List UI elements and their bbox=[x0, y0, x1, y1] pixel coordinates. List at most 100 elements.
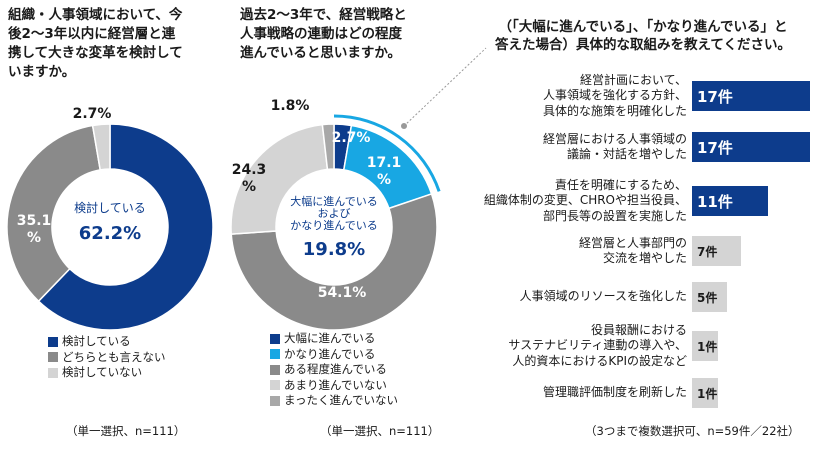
question-2: 過去2〜3年で、経営戦略と 人事戦略の連動はどの程度 進んでいると思いますか。 bbox=[240, 6, 450, 63]
bar-category-label: 人事領域のリソースを強化した bbox=[520, 289, 687, 305]
bar-category-line: サステナビリティ連動の導入や、 bbox=[508, 338, 687, 353]
bar-category-label: 責任を明確にするため、 組織体制の変更、CHROや担当役員、 部門長等の設置を実施し… bbox=[484, 178, 687, 225]
slice-あまり進んでいない bbox=[230, 123, 329, 235]
legend-item: ある程度進んでいる bbox=[270, 362, 398, 378]
bar-category-line: 経営層と人事部門の bbox=[578, 235, 687, 250]
bar bbox=[692, 132, 810, 162]
bar-category-line: 部門長等の設置を実施した bbox=[542, 208, 687, 223]
legend-label: 大幅に進んでいる bbox=[284, 331, 376, 345]
slice-label: 17.1% bbox=[367, 155, 402, 188]
bar-category-line: 具体的な施策を明確化した bbox=[542, 103, 687, 118]
highlight-arc bbox=[333, 114, 441, 192]
question-3-line: 答えた場合）具体的な取組みを教えてください。 bbox=[495, 37, 791, 53]
legend-label: 検討していない bbox=[62, 365, 143, 379]
question-1-line: 携して大きな変革を検討して bbox=[8, 45, 183, 61]
legend-swatch bbox=[270, 349, 280, 360]
legend-chart-1: 検討している どちらとも言えない 検討していない bbox=[48, 334, 166, 381]
legend-swatch bbox=[270, 364, 280, 375]
legend-label: かなり進んでいる bbox=[284, 346, 376, 361]
legend-label: どちらとも言えない bbox=[62, 349, 166, 364]
legend-swatch bbox=[48, 367, 58, 378]
slice-ある程度進んでいる bbox=[230, 192, 438, 331]
bar-category-label: 役員報酬における サステナビリティ連動の導入や、 人的資本におけるKPIの設定など bbox=[508, 323, 687, 370]
legend-label: あまり進んでいない bbox=[284, 377, 387, 392]
slice-label: 2.7% bbox=[332, 130, 371, 146]
donut-chart-2: 2.7% 17.1 % 54.1% 24.3 % 1.8% 大幅に進んでいるおよびかなり進んで… bbox=[230, 98, 438, 331]
bar-value-label: 1件 bbox=[697, 340, 718, 354]
legend-swatch bbox=[270, 395, 280, 406]
question-3-line: （「大幅に進んでいる」、「かなり進んでいる」と bbox=[498, 19, 788, 35]
bar-category-line: 経営層における人事領域の bbox=[542, 131, 687, 146]
bar-category-label: 経営層における人事領域の 議論・対話を増やした bbox=[543, 132, 687, 163]
donut-chart-1: 35.1 % 2.7% 検討している 62.2% bbox=[6, 106, 214, 331]
legend-label: まったく進んでいない bbox=[284, 393, 398, 407]
slice-label: 2.7% bbox=[73, 106, 112, 122]
note-chart-3: （3つまで複数選択可、n=59件／22社） bbox=[585, 424, 800, 438]
slice-label: 1.8% bbox=[271, 98, 310, 114]
bar-category-line: 人事領域のリソースを強化した bbox=[519, 289, 687, 304]
legend-item: 検討していない bbox=[48, 365, 166, 381]
center-label: 検討している bbox=[74, 200, 146, 215]
legend-label: 検討している bbox=[62, 334, 131, 348]
legend-label: ある程度進んでいる bbox=[284, 362, 387, 376]
bar bbox=[692, 81, 810, 111]
bar bbox=[692, 378, 718, 408]
slice-検討していない bbox=[91, 123, 111, 171]
callout-line bbox=[403, 47, 487, 127]
bar-value-label: 11件 bbox=[697, 193, 733, 211]
center-label: 大幅に進んでいるおよびかなり進んでいる bbox=[290, 194, 377, 232]
bar-value-label: 17件 bbox=[697, 139, 733, 157]
question-3: （「大幅に進んでいる」、「かなり進んでいる」と 答えた場合）具体的な取組みを教えて… bbox=[478, 18, 808, 54]
bar-category-label: 経営計画において、 人事領域を強化する方針、 具体的な施策を明確化した bbox=[543, 73, 687, 120]
legend-item: 大幅に進んでいる bbox=[270, 331, 398, 347]
question-2-line: 人事戦略の連動はどの程度 bbox=[240, 26, 402, 42]
callout-dot bbox=[401, 123, 407, 129]
legend-item: 検討している bbox=[48, 334, 166, 350]
bar-category-line: 議論・対話を増やした bbox=[566, 147, 687, 161]
question-2-line: 過去2〜3年で、経営戦略と bbox=[240, 7, 407, 23]
bar-value-label: 5件 bbox=[697, 291, 718, 305]
legend-swatch bbox=[48, 352, 58, 363]
bar-category-line: 管理職評価制度を刷新した bbox=[542, 385, 687, 400]
question-1-line: 組織・人事領域において、今 bbox=[8, 7, 183, 23]
legend-item: まったく進んでいない bbox=[270, 393, 398, 409]
bar-category-line: 役員報酬における bbox=[590, 322, 687, 337]
bar-category-line: 人事領域を強化する方針、 bbox=[542, 88, 687, 103]
center-value: 62.2% bbox=[79, 223, 141, 244]
bar-category-line: 経営計画において、 bbox=[579, 72, 687, 87]
question-1-line: 後2〜3年以内に経営層と連 bbox=[8, 26, 176, 42]
slice-label: 54.1% bbox=[318, 285, 367, 301]
legend-chart-2: 大幅に進んでいる かなり進んでいる ある程度進んでいる あまり進んでいない まったく進ん… bbox=[270, 331, 398, 409]
bar bbox=[692, 186, 769, 216]
question-1: 組織・人事領域において、今 後2〜3年以内に経営層と連 携して大きな変革を検討してい… bbox=[8, 6, 228, 82]
note-chart-1: （単一選択、n=111） bbox=[66, 424, 186, 438]
bar-category-line: 人的資本におけるKPIの設定など bbox=[512, 353, 687, 368]
legend-swatch bbox=[48, 336, 58, 347]
bar-value-label: 1件 bbox=[697, 387, 718, 401]
bar-value-label: 17件 bbox=[697, 88, 733, 106]
legend-swatch bbox=[270, 333, 280, 344]
center-value: 19.8% bbox=[303, 239, 365, 260]
legend-item: あまり進んでいない bbox=[270, 378, 398, 394]
bar bbox=[692, 331, 718, 361]
legend-item: どちらとも言えない bbox=[48, 350, 166, 366]
bar-value-label: 7件 bbox=[697, 245, 718, 259]
slice-まったく進んでいない bbox=[321, 123, 335, 171]
question-2-line: 進んでいると思いますか。 bbox=[240, 45, 402, 61]
bar bbox=[692, 282, 727, 312]
bar-category-line: 組織体制の変更、CHROや担当役員、 bbox=[483, 193, 687, 208]
slice-どちらとも言えない bbox=[6, 124, 102, 303]
bar bbox=[692, 236, 741, 266]
bar-category-line: 交流を増やした bbox=[602, 251, 687, 265]
legend-item: かなり進んでいる bbox=[270, 347, 398, 363]
callout-connector bbox=[333, 47, 487, 192]
slice-label: 24.3% bbox=[232, 162, 267, 195]
slice-label: 35.1% bbox=[17, 213, 52, 246]
question-1-line: いますか。 bbox=[8, 64, 76, 80]
note-chart-2: （単一選択、n=111） bbox=[320, 424, 440, 438]
bar-category-label: 管理職評価制度を刷新した bbox=[543, 385, 687, 401]
bar-category-line: 責任を明確にするため、 bbox=[554, 177, 687, 192]
legend-swatch bbox=[270, 380, 280, 391]
slice-検討している bbox=[37, 123, 214, 331]
